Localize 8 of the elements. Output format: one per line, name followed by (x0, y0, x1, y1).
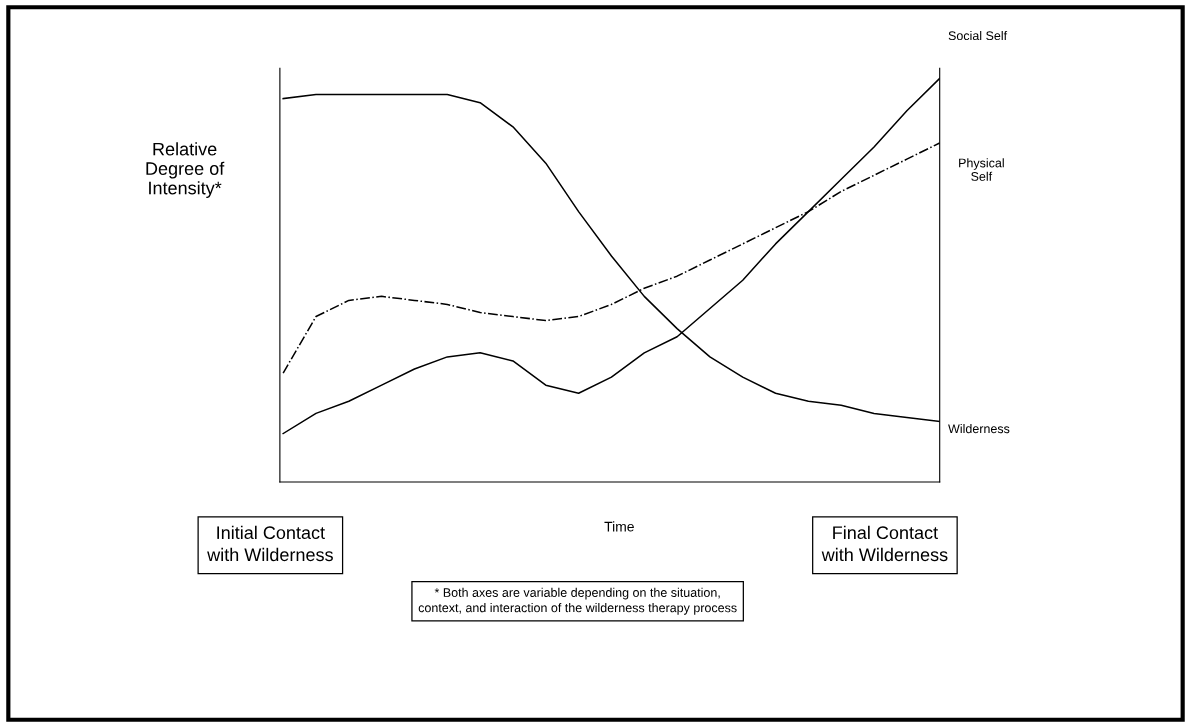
text: Initial Contact with Wilderness (207, 525, 333, 562)
text: Final Contact with Wilderness (821, 525, 948, 562)
text: Social Self (948, 30, 1008, 41)
text: * Both axes are variable depending on the situation, context, and interaction of the wilderness therapy process (418, 587, 737, 615)
series-label: Wilderness (948, 423, 1010, 434)
y-axis-title: Relative Degree of Intensity* (146, 142, 225, 198)
x-axis-title: Time (604, 521, 634, 532)
series-label: Physical Self (959, 158, 1004, 181)
